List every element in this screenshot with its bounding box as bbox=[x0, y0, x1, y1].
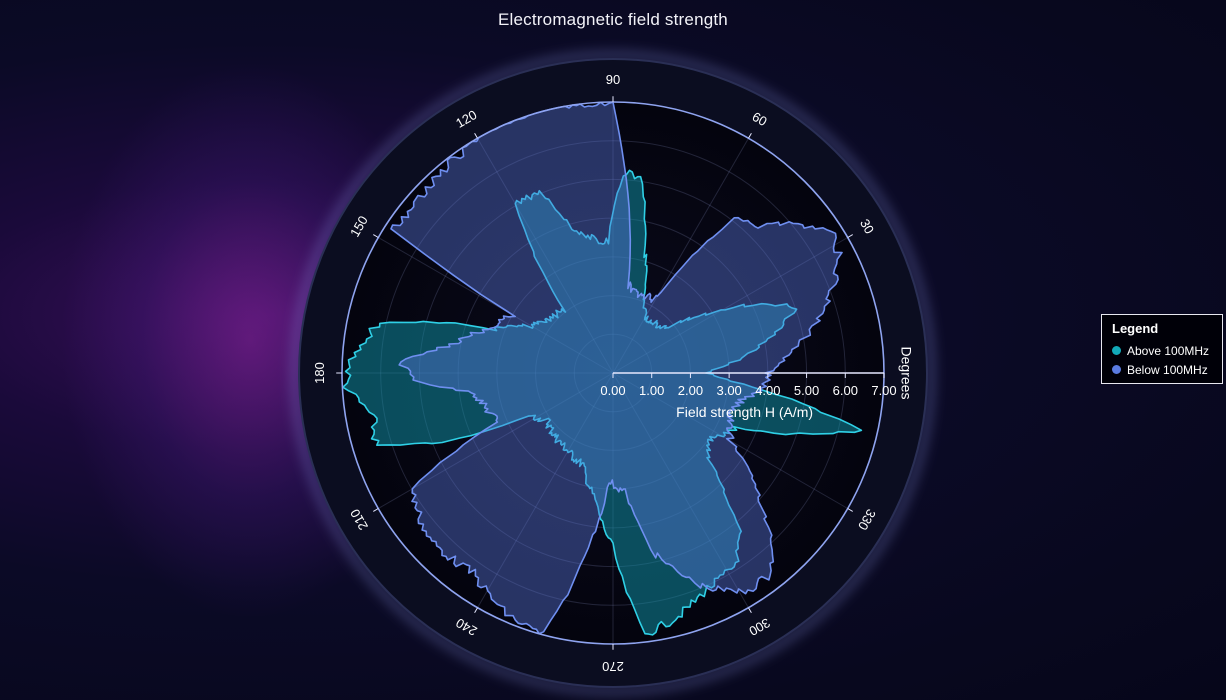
radial-tick-label: 1.00 bbox=[639, 383, 664, 398]
legend-label-below: Below 100MHz bbox=[1127, 362, 1208, 377]
legend-item-above[interactable]: Above 100MHz bbox=[1112, 341, 1214, 360]
angular-tick-mark bbox=[748, 133, 752, 139]
radial-tick-label: 5.00 bbox=[794, 383, 819, 398]
angular-tick-mark bbox=[847, 508, 853, 512]
radial-tick-label: 2.00 bbox=[678, 383, 703, 398]
angular-tick-label: 90 bbox=[606, 72, 620, 87]
radial-tick-label: 0.00 bbox=[600, 383, 625, 398]
legend-title: Legend bbox=[1112, 321, 1159, 336]
radial-tick-label: 4.00 bbox=[755, 383, 780, 398]
radial-tick-label: 6.00 bbox=[833, 383, 858, 398]
angular-tick-label: 30 bbox=[857, 216, 877, 236]
series-above-100mhz bbox=[342, 169, 863, 636]
angular-tick-label: 180 bbox=[312, 362, 327, 384]
legend: Legend Above 100MHz Below 100MHz bbox=[1101, 314, 1223, 384]
angular-tick-label: 270 bbox=[602, 659, 624, 674]
legend-item-below[interactable]: Below 100MHz bbox=[1112, 360, 1214, 379]
radial-tick-label: 3.00 bbox=[716, 383, 741, 398]
angular-tick-mark bbox=[373, 508, 379, 512]
radial-tick-label: 7.00 bbox=[871, 383, 896, 398]
series-below-100mhz bbox=[390, 101, 843, 635]
angular-tick-mark bbox=[474, 133, 478, 139]
angular-tick-label: 60 bbox=[750, 109, 770, 129]
chart-title: Electromagnetic field strength bbox=[498, 10, 728, 29]
legend-swatch-above bbox=[1112, 346, 1121, 355]
angular-tick-mark bbox=[474, 607, 478, 613]
legend-swatch-below bbox=[1112, 365, 1121, 374]
angular-tick-mark bbox=[847, 234, 853, 238]
legend-label-above: Above 100MHz bbox=[1127, 343, 1210, 358]
angular-tick-mark bbox=[748, 607, 752, 613]
angular-axis-title: Degrees bbox=[899, 347, 915, 400]
radial-axis-title: Field strength H (A/m) bbox=[676, 404, 813, 420]
series-layer bbox=[342, 101, 863, 636]
outer-ring-glow bbox=[291, 51, 935, 695]
angular-tick-mark bbox=[373, 234, 379, 238]
